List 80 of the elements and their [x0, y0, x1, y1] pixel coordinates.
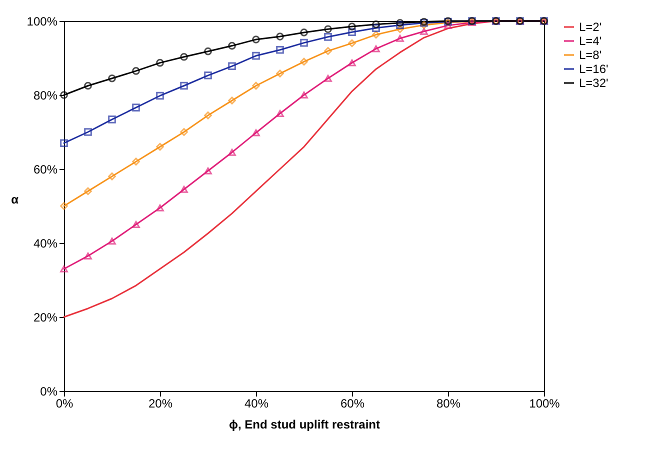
y-tick-label: 0%: [40, 384, 58, 398]
y-tick-label: 60%: [33, 162, 58, 176]
x-axis-title: ϕ, End stud uplift restraint: [229, 418, 380, 432]
point: [204, 167, 212, 174]
point: [324, 33, 332, 41]
point: [60, 139, 68, 148]
x-tick-label: 0%: [56, 396, 74, 410]
point: [324, 47, 332, 55]
point: [420, 28, 428, 35]
point: [300, 28, 308, 36]
legend-label: L=32': [579, 76, 608, 90]
legend-label: L=8': [579, 48, 602, 62]
point: [348, 39, 356, 48]
point: [396, 18, 404, 27]
point: [324, 25, 332, 34]
y-tick-label: 80%: [33, 88, 58, 102]
point: [324, 74, 332, 82]
point: [180, 82, 188, 90]
point: [420, 21, 428, 29]
point: [132, 104, 140, 112]
point: [60, 202, 68, 210]
point: [156, 92, 164, 100]
point: [204, 47, 212, 56]
point: [132, 158, 140, 166]
point: [372, 45, 380, 52]
legend-label: L=2': [579, 20, 602, 34]
point: [372, 24, 380, 32]
point: [180, 186, 188, 193]
legend-label: L=16': [579, 62, 608, 76]
point: [252, 36, 260, 44]
y-tick-label: 40%: [33, 236, 58, 250]
y-tick-label: 20%: [33, 310, 58, 324]
point: [108, 238, 116, 245]
point: [252, 129, 260, 136]
point: [180, 128, 188, 136]
y-tick-label: 100%: [26, 14, 58, 28]
point: [396, 34, 404, 42]
x-tick-label: 80%: [436, 396, 461, 410]
point: [348, 59, 356, 66]
point: [84, 187, 92, 196]
point: [108, 116, 116, 124]
point: [444, 22, 452, 29]
point: [60, 265, 68, 272]
point: [132, 67, 140, 75]
point: [228, 96, 236, 104]
x-tick-label: 100%: [529, 396, 560, 410]
x-tick-label: 40%: [244, 396, 269, 410]
y-axis-title: α: [11, 192, 20, 206]
point: [228, 62, 236, 70]
point: [252, 52, 260, 60]
point: [228, 148, 236, 156]
point: [396, 25, 404, 34]
point: [372, 30, 380, 39]
point: [348, 22, 356, 30]
point: [276, 110, 284, 117]
point: [156, 204, 164, 212]
point: [156, 58, 164, 67]
point: [132, 221, 140, 228]
point: [300, 58, 308, 66]
point: [300, 92, 308, 98]
x-tick-label: 60%: [340, 396, 365, 410]
point: [276, 70, 284, 78]
point: [252, 82, 260, 90]
point: [204, 111, 212, 120]
legend-label: L=4': [579, 34, 602, 48]
point: [276, 46, 284, 54]
x-tick-label: 20%: [148, 396, 173, 410]
point: [348, 28, 356, 36]
point: [156, 142, 164, 151]
point: [276, 32, 284, 40]
point: [108, 74, 116, 82]
point: [180, 52, 188, 61]
point: [84, 252, 92, 260]
point: [372, 20, 380, 28]
point: [84, 128, 92, 136]
point: [204, 71, 212, 80]
point: [84, 82, 92, 90]
point: [228, 42, 236, 50]
point: [300, 38, 308, 47]
point: [108, 172, 116, 180]
